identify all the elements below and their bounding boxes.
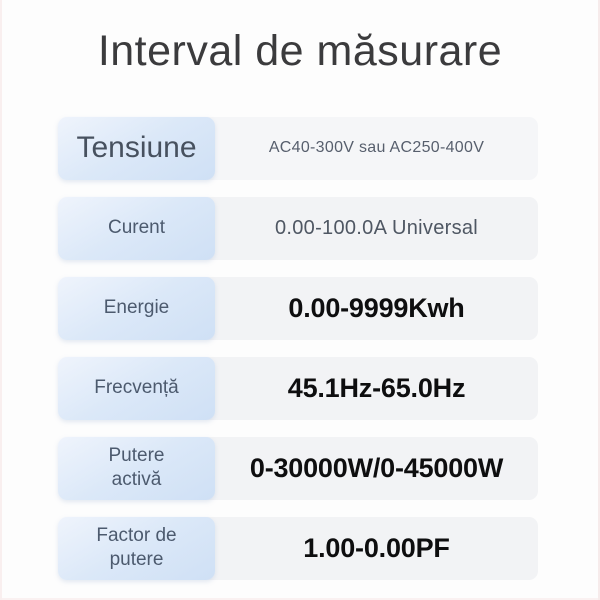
spec-value: 45.1Hz-65.0Hz xyxy=(287,372,466,403)
spec-label-cell: Frecvență xyxy=(58,356,215,420)
page-title: Interval de măsurare xyxy=(97,27,503,75)
spec-label: Factor de putere xyxy=(96,525,177,571)
spec-label-cell: Energie xyxy=(58,276,215,340)
spec-row-factor-putere: Factor de putere 1.00-0.00PF xyxy=(58,516,538,580)
spec-value-cell: 0.00-9999Kwh xyxy=(206,276,538,340)
spec-label: Putere activă xyxy=(108,445,165,491)
spec-label-cell: Curent xyxy=(58,196,215,260)
spec-value: 0.00-100.0A Universal xyxy=(274,216,479,239)
spec-label-cell: Putere activă xyxy=(58,436,215,500)
spec-value: 0-30000W/0-45000W xyxy=(249,452,504,483)
spec-value-cell: 45.1Hz-65.0Hz xyxy=(206,356,538,420)
spec-row-putere-activa: Putere activă 0-30000W/0-45000W xyxy=(58,436,538,500)
spec-value-cell: 0-30000W/0-45000W xyxy=(206,436,538,500)
spec-value-cell: 0.00-100.0A Universal xyxy=(206,196,538,260)
spec-label: Frecvență xyxy=(94,377,179,399)
spec-row-energie: Energie 0.00-9999Kwh xyxy=(58,276,538,340)
spec-row-curent: Curent 0.00-100.0A Universal xyxy=(58,196,538,260)
spec-value: AC40-300V sau AC250-400V xyxy=(268,139,485,157)
spec-table: Tensiune AC40-300V sau AC250-400V Curent… xyxy=(58,116,538,580)
spec-label-cell: Tensiune xyxy=(58,116,215,180)
spec-label: Energie xyxy=(103,297,170,319)
spec-label-cell: Factor de putere xyxy=(58,516,215,580)
spec-value-cell: AC40-300V sau AC250-400V xyxy=(206,116,538,180)
spec-row-frecventa: Frecvență 45.1Hz-65.0Hz xyxy=(58,356,538,420)
spec-row-tensiune: Tensiune AC40-300V sau AC250-400V xyxy=(58,116,538,180)
spec-value-cell: 1.00-0.00PF xyxy=(206,516,538,580)
spec-label: Tensiune xyxy=(76,131,197,165)
spec-value: 1.00-0.00PF xyxy=(303,532,450,563)
spec-label: Curent xyxy=(107,217,166,239)
spec-value: 0.00-9999Kwh xyxy=(288,292,465,323)
